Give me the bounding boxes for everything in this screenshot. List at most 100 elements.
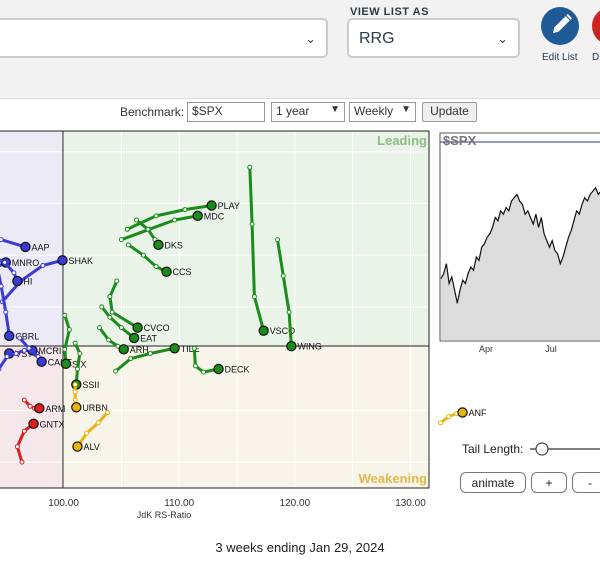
series-label: GNTX [40, 419, 65, 429]
series-ccs[interactable]: CCS [125, 242, 192, 277]
series-head-marker[interactable] [34, 403, 45, 414]
leading-label: Leading [377, 133, 427, 148]
interval-value: Weekly [354, 104, 394, 118]
series-head-marker[interactable] [57, 255, 68, 266]
series-head-marker[interactable] [12, 275, 23, 287]
series-head-marker[interactable] [28, 418, 39, 430]
series-gntx[interactable]: GNTX [14, 418, 65, 465]
animate-button[interactable]: animate [460, 472, 526, 493]
series-cake[interactable]: CAKE [17, 335, 73, 367]
series-head-marker[interactable] [128, 332, 140, 344]
series-head-marker[interactable] [457, 407, 468, 418]
series-vsco[interactable]: VSCO [247, 164, 296, 336]
series-trail [73, 341, 82, 386]
series-urbn[interactable]: URBN [71, 382, 108, 413]
series-tile[interactable]: TILE [113, 343, 200, 374]
trail-point [153, 213, 159, 219]
trail-point [62, 312, 68, 318]
series-ssii[interactable]: SSII [71, 340, 100, 390]
series-cbrl[interactable]: CBRL [0, 261, 39, 341]
series-head-marker[interactable] [206, 200, 217, 211]
delete-list-button[interactable] [592, 7, 600, 45]
trail-point [40, 263, 46, 269]
trail-point [27, 403, 33, 409]
zoom-in-button[interactable]: + [531, 472, 567, 493]
series-label: CAKE [48, 357, 73, 367]
series-head-marker[interactable] [169, 343, 180, 354]
series-trail [126, 243, 168, 274]
series-alv[interactable]: ALV [72, 409, 111, 452]
series-head-marker[interactable] [60, 358, 72, 370]
series-head-marker[interactable] [258, 325, 269, 336]
series-arm[interactable]: ARM [21, 397, 65, 414]
series-arh[interactable]: ARH [96, 325, 149, 355]
trail-point [21, 397, 27, 403]
series-eat[interactable]: EAT [99, 304, 158, 344]
chevron-down-icon: ▼ [330, 104, 340, 115]
trail-point [13, 350, 19, 356]
benchmark-inset: $SPX Apr Jul [439, 132, 600, 354]
trail-point [145, 226, 151, 232]
series-hi[interactable]: HI [0, 253, 32, 287]
x-tick-label: 120.00 [280, 498, 311, 509]
trail-point [3, 309, 9, 315]
edit-list-button[interactable] [541, 7, 579, 45]
series-label: CBRL [15, 331, 39, 341]
improving-quadrant [0, 131, 63, 346]
series-head-marker[interactable] [71, 402, 82, 413]
benchmark-label: Benchmark: [120, 105, 185, 119]
trail-point [247, 164, 253, 170]
series-head-marker[interactable] [72, 441, 83, 452]
series-trail [0, 273, 11, 338]
series-deck[interactable]: DECK [191, 345, 250, 375]
trail-point [191, 345, 197, 351]
series-head-marker[interactable] [286, 341, 297, 352]
series-head-marker[interactable] [4, 330, 15, 342]
series-trail [276, 238, 293, 348]
series-trail [0, 352, 11, 370]
series-head-marker[interactable] [153, 239, 164, 251]
series-trail [248, 165, 266, 333]
series-head-marker[interactable] [118, 344, 129, 355]
trail-point [172, 217, 178, 223]
update-label: Update [430, 104, 469, 118]
tail-slider-handle[interactable] [535, 442, 549, 456]
trail-point [182, 207, 188, 213]
trail-point [105, 409, 111, 415]
series-trail [15, 422, 35, 464]
update-button[interactable]: Update [422, 102, 477, 122]
series-dks[interactable]: DKS [133, 217, 183, 251]
series-shak[interactable]: SHAK [0, 255, 93, 305]
trail-point [275, 237, 281, 243]
trail-point [17, 335, 23, 341]
period-select[interactable]: 1 year ▼ [271, 102, 345, 122]
series-label: HI [23, 277, 32, 287]
series-aap[interactable]: AAP [0, 217, 49, 252]
series-head-marker[interactable] [20, 241, 31, 253]
series-label: ALV [83, 442, 99, 452]
series-head-marker[interactable] [132, 322, 143, 333]
x-tick-label: 100.00 [48, 498, 79, 509]
series-label: VSCO [270, 326, 296, 336]
trail-point [251, 294, 257, 300]
series-head-marker[interactable] [192, 210, 203, 222]
series-label: CCS [173, 267, 192, 277]
series-mdc[interactable]: MDC [118, 210, 225, 243]
series-cvco[interactable]: CVCO [107, 278, 170, 333]
interval-select[interactable]: Weekly ▼ [349, 102, 416, 122]
list-select[interactable]: ⌄ [0, 18, 328, 58]
series-trail [100, 305, 136, 340]
trail-point [0, 283, 4, 289]
series-trail [0, 237, 27, 249]
series-head-marker[interactable] [213, 363, 224, 375]
trail-point [62, 346, 68, 352]
view-list-select[interactable]: RRG ⌄ [347, 18, 520, 58]
series-anf[interactable]: ANF [438, 407, 487, 426]
series-wing[interactable]: WING [275, 237, 322, 352]
trail-point [72, 389, 78, 395]
inset-tick-jul: Jul [545, 344, 557, 354]
benchmark-input[interactable]: $SPX [187, 102, 265, 122]
zoom-out-button[interactable]: - [572, 472, 600, 493]
series-head-marker[interactable] [36, 356, 47, 367]
series-head-marker[interactable] [161, 266, 172, 277]
